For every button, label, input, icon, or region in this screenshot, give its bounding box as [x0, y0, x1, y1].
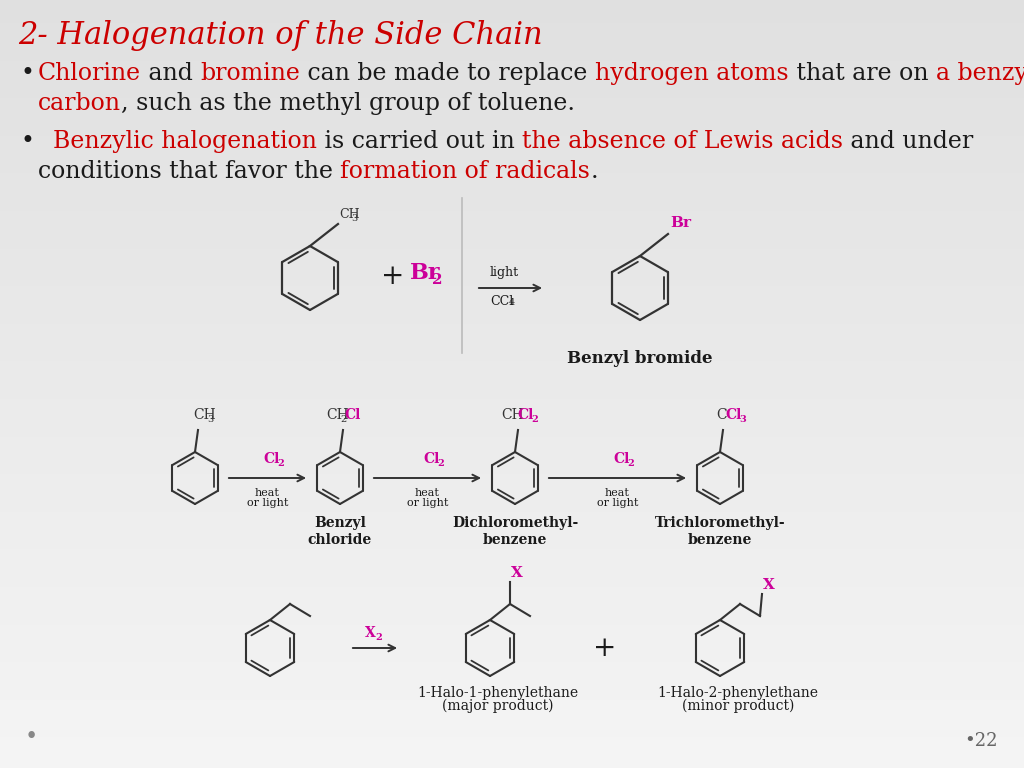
Text: 2: 2	[628, 459, 634, 468]
Text: heat: heat	[605, 488, 630, 498]
Text: Benzyl bromide: Benzyl bromide	[567, 350, 713, 367]
Text: +: +	[593, 634, 616, 661]
Text: 2: 2	[278, 459, 285, 468]
Text: 2: 2	[437, 459, 444, 468]
Text: light: light	[490, 266, 519, 279]
Text: Benzylic halogenation: Benzylic halogenation	[38, 130, 316, 153]
Text: X: X	[511, 566, 523, 580]
Text: or light: or light	[407, 498, 449, 508]
Text: 3: 3	[207, 415, 213, 424]
Text: C: C	[716, 408, 727, 422]
Text: heat: heat	[415, 488, 440, 498]
Text: hydrogen atoms: hydrogen atoms	[595, 62, 788, 85]
Text: CH: CH	[501, 408, 523, 422]
Text: is carried out in: is carried out in	[316, 130, 522, 153]
Text: conditions that favor the: conditions that favor the	[38, 160, 341, 183]
Text: heat: heat	[255, 488, 280, 498]
Text: .: .	[591, 160, 598, 183]
Text: 3: 3	[739, 415, 745, 424]
Text: 2: 2	[432, 273, 442, 287]
Text: Br: Br	[410, 262, 440, 284]
Text: Chlorine: Chlorine	[38, 62, 141, 85]
Text: and: and	[141, 62, 201, 85]
Text: •: •	[20, 130, 34, 153]
Text: or light: or light	[597, 498, 638, 508]
Text: 2: 2	[531, 415, 538, 424]
Text: Cl: Cl	[263, 452, 280, 466]
Text: •: •	[25, 726, 38, 748]
Text: 2: 2	[375, 633, 382, 642]
Text: Cl: Cl	[424, 452, 440, 466]
Text: CH: CH	[193, 408, 216, 422]
Text: 1-Halo-1-phenylethane: 1-Halo-1-phenylethane	[418, 686, 579, 700]
Text: •: •	[20, 62, 34, 85]
Text: 2: 2	[340, 415, 346, 424]
Text: 4: 4	[509, 298, 515, 307]
Text: carbon: carbon	[38, 92, 121, 115]
Text: (major product): (major product)	[442, 699, 554, 713]
Text: can be made to replace: can be made to replace	[300, 62, 595, 85]
Text: formation of radicals: formation of radicals	[341, 160, 591, 183]
Text: , such as the methyl group of toluene.: , such as the methyl group of toluene.	[121, 92, 575, 115]
Text: and under: and under	[843, 130, 974, 153]
Text: the absence of Lewis acids: the absence of Lewis acids	[522, 130, 843, 153]
Text: X: X	[365, 626, 376, 640]
Text: Cl: Cl	[725, 408, 741, 422]
Text: X: X	[763, 578, 775, 592]
Text: Benzyl
chloride: Benzyl chloride	[308, 516, 372, 548]
Text: (minor product): (minor product)	[682, 699, 795, 713]
Text: Br: Br	[670, 216, 691, 230]
Text: 1-Halo-2-phenylethane: 1-Halo-2-phenylethane	[657, 686, 818, 700]
Text: Cl: Cl	[344, 408, 360, 422]
Text: CH: CH	[326, 408, 348, 422]
Text: bromine: bromine	[201, 62, 300, 85]
Text: 3: 3	[351, 214, 357, 223]
Text: CH: CH	[339, 208, 359, 221]
Text: or light: or light	[247, 498, 288, 508]
Text: Cl: Cl	[517, 408, 534, 422]
Text: Trichloromethyl-
benzene: Trichloromethyl- benzene	[654, 516, 785, 548]
Text: Dichloromethyl-
benzene: Dichloromethyl- benzene	[452, 516, 579, 548]
Text: •22: •22	[965, 732, 998, 750]
Text: a benzylic: a benzylic	[936, 62, 1024, 85]
Text: +: +	[381, 263, 404, 290]
Text: CCl: CCl	[490, 295, 513, 308]
Text: 2- Halogenation of the Side Chain: 2- Halogenation of the Side Chain	[18, 20, 543, 51]
Text: Cl: Cl	[613, 452, 630, 466]
Text: that are on: that are on	[788, 62, 936, 85]
